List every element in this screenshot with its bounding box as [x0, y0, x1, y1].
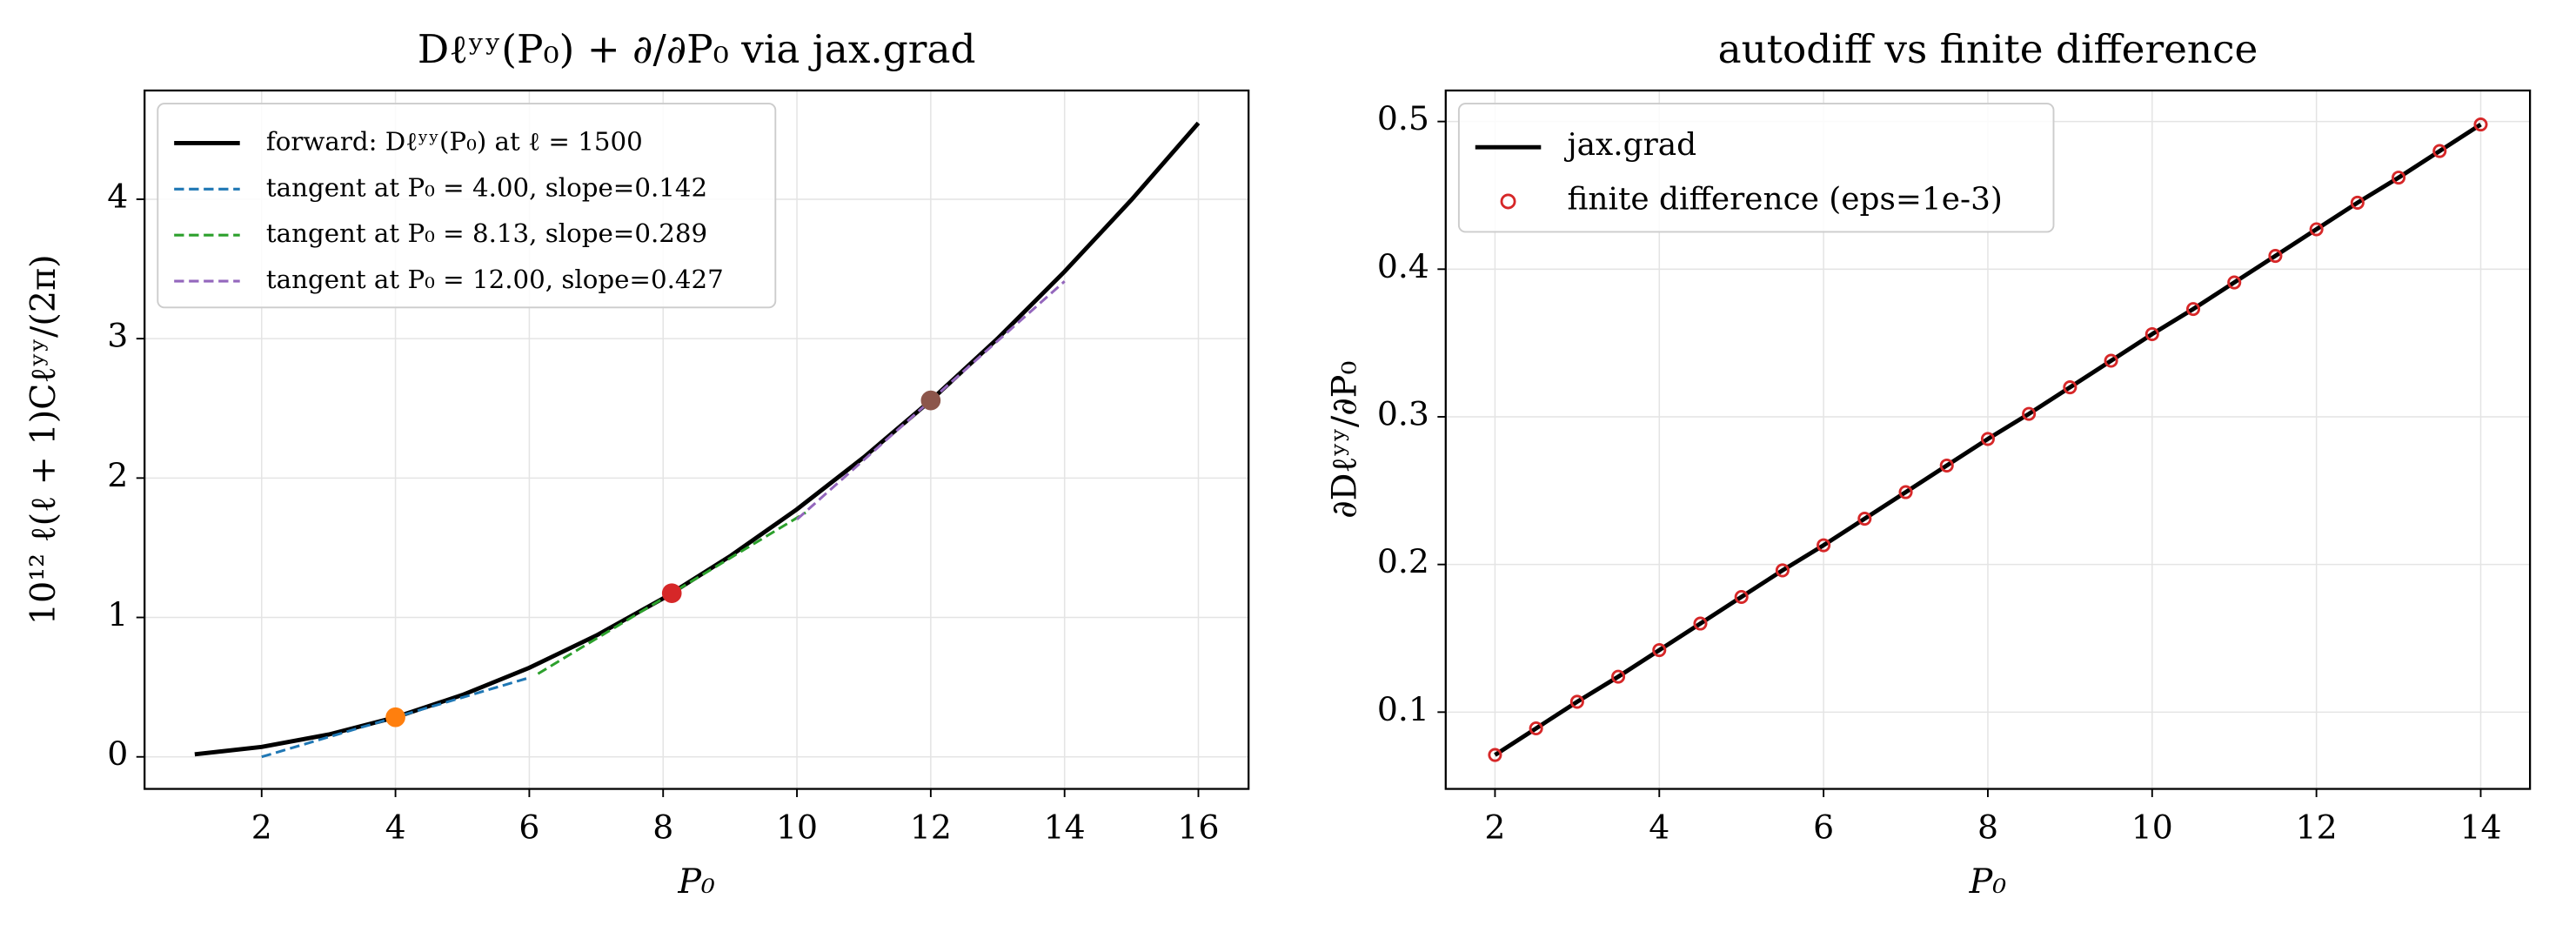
marker [2432, 144, 2447, 158]
y-tick-label: 0.3 [1377, 394, 1429, 432]
y-tick-label: 2 [107, 456, 128, 494]
legend-label: finite difference (eps=1e-3) [1568, 181, 2003, 217]
marker [2350, 195, 2365, 210]
x-axis-label: P₀ [1969, 862, 2007, 902]
x-tick-label: 12 [910, 808, 952, 846]
y-tick-label: 3 [107, 317, 128, 355]
y-tick-label: 4 [107, 177, 128, 215]
x-tick-label: 14 [2459, 808, 2501, 846]
y-tick-label: 0.5 [1377, 99, 1429, 137]
marker [1569, 694, 1584, 709]
y-axis-label: ∂Dℓʸʸ/∂P₀ [1324, 361, 1364, 519]
marker [1529, 721, 1543, 736]
x-tick-label: 10 [776, 808, 818, 846]
marker [1857, 512, 1872, 526]
y-tick-label: 1 [107, 595, 128, 634]
legend-label: forward: Dℓʸʸ(P₀) at ℓ = 1500 [266, 126, 643, 156]
marker [1980, 432, 1995, 446]
x-axis-label: P₀ [677, 862, 715, 902]
marker [1734, 589, 1749, 605]
marker [2144, 326, 2159, 341]
x-tick-label: 8 [1977, 808, 1998, 846]
marker [2104, 353, 2118, 368]
chart-title: Dℓʸʸ(P₀) + ∂/∂P₀ via jax.grad [418, 26, 976, 72]
marker [2022, 406, 2037, 421]
y-tick-label: 0.1 [1377, 690, 1429, 728]
x-tick-label: 8 [652, 808, 673, 846]
y-tick-label: 0 [107, 734, 128, 773]
marker [1488, 748, 1502, 762]
legend-marker [1500, 193, 1516, 210]
point [920, 390, 941, 411]
legend-label: jax.grad [1564, 127, 1697, 163]
marker [1693, 616, 1708, 631]
marker [1611, 669, 1626, 684]
marker [1939, 458, 1954, 473]
point [661, 583, 682, 603]
x-tick-label: 2 [1484, 808, 1505, 846]
y-axis-label: 10¹² ℓ(ℓ + 1)Cℓʸʸ/(2π) [23, 254, 64, 625]
marker [1652, 643, 1667, 658]
marker [2227, 275, 2242, 290]
legend-box [1457, 103, 2055, 233]
marker [2392, 171, 2406, 185]
marker [2268, 249, 2283, 264]
x-tick-label: 14 [1044, 808, 1086, 846]
axes-frame [144, 89, 1250, 790]
x-tick-label: 16 [1177, 808, 1219, 846]
legend-label: tangent at P₀ = 12.00, slope=0.427 [266, 265, 724, 294]
point [385, 707, 405, 727]
x-tick-label: 10 [2131, 808, 2173, 846]
marker [2473, 117, 2488, 132]
marker [1898, 485, 1913, 500]
y-tick-label: 0.4 [1377, 247, 1429, 285]
x-tick-label: 12 [2296, 808, 2338, 846]
axes-frame [1444, 89, 2532, 790]
line [1494, 122, 2482, 757]
marker [1775, 563, 1790, 578]
x-tick-label: 6 [1813, 808, 1834, 846]
legend-label: tangent at P₀ = 4.00, slope=0.142 [266, 172, 707, 202]
y-tick-label: 0.2 [1377, 542, 1429, 580]
x-tick-label: 2 [251, 808, 272, 846]
chart-title: autodiff vs finite difference [1718, 26, 2258, 72]
x-tick-label: 4 [385, 808, 406, 846]
legend-label: tangent at P₀ = 8.13, slope=0.289 [266, 218, 707, 248]
marker [2309, 222, 2324, 237]
marker [2185, 302, 2201, 317]
x-tick-label: 4 [1649, 808, 1669, 846]
marker [2063, 380, 2078, 395]
legend-box [157, 103, 777, 309]
marker [1817, 538, 1831, 553]
x-tick-label: 6 [519, 808, 539, 846]
